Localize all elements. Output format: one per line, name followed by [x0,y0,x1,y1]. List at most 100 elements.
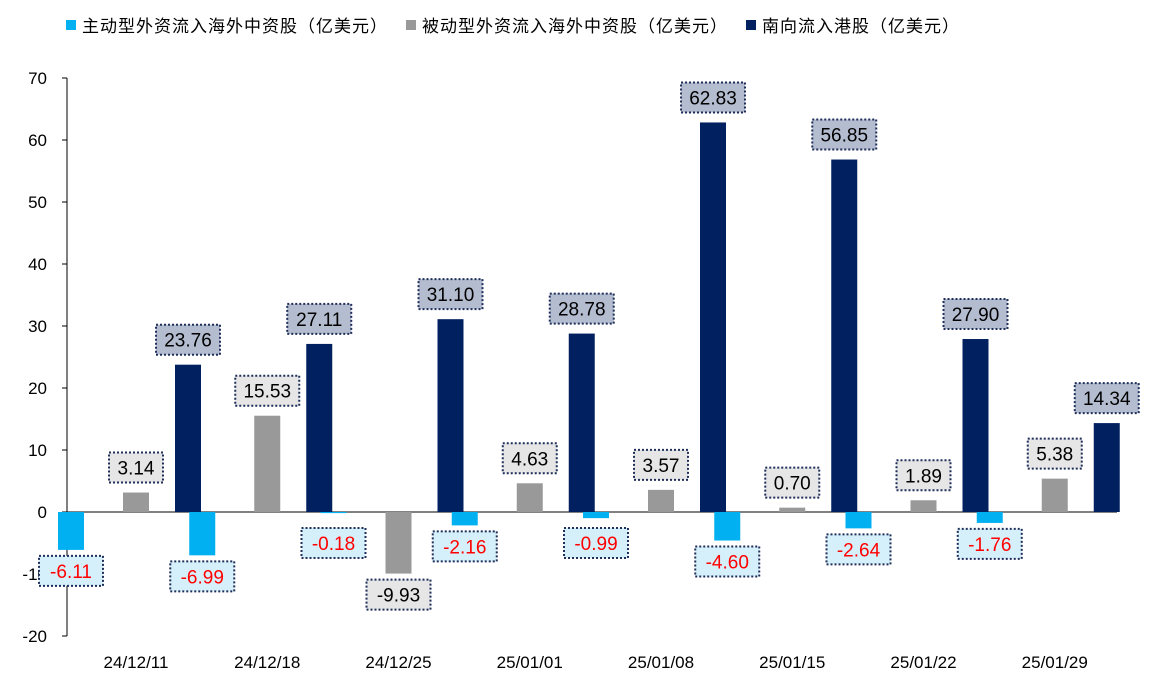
data-label-box-s0-1 [169,560,236,593]
data-label-s1-0: 3.14 [118,459,155,480]
data-label-box-s2-0 [155,323,221,356]
x-tick-label: 25/01/29 [1022,653,1088,672]
data-label-box-s2-5 [811,118,878,151]
data-label-s0-3: -2.16 [443,537,486,558]
legend-item-southbound: 南向流入港股（亿美元） [746,12,960,37]
data-label-s1-3: 4.63 [511,449,548,470]
data-label-box-s1-6 [895,459,952,492]
data-label-s1-6: 1.89 [905,466,942,487]
bar-s1-0 [123,492,149,512]
y-tick-label: 0 [38,503,47,522]
data-label-s1-4: 3.57 [643,456,680,477]
bar-s2-2 [437,319,464,512]
y-tick-label: 20 [28,379,47,398]
data-label-box-s1-2 [365,578,432,611]
data-label-s2-6: 27.90 [952,305,1000,326]
y-tick-label: 50 [28,193,47,212]
data-label-box-s0-0 [38,554,104,587]
data-label-s0-7: -1.76 [968,535,1011,556]
x-tick-label: 25/01/22 [890,653,956,672]
data-label-box-s2-2 [417,278,484,311]
data-label-box-s1-0 [108,451,164,484]
data-label-box-s0-7 [956,527,1023,560]
bar-s0-0 [58,512,84,550]
bar-s2-6 [962,339,989,512]
bar-s2-1 [306,343,333,512]
bar-s0-2 [320,512,347,514]
bar-s2-7 [1093,423,1120,512]
bar-s1-1 [254,415,281,512]
data-label-s2-4: 62.83 [689,88,737,109]
data-label-box-s1-5 [764,466,821,499]
y-tick-label: 60 [28,131,47,150]
data-label-box-s0-5 [694,545,761,578]
data-label-box-s2-1 [286,302,353,335]
data-label-box-s0-4 [563,527,629,559]
x-tick-label: 24/12/11 [104,653,169,672]
bar-s0-7 [976,512,1003,523]
y-tick-label: 10 [28,441,47,460]
data-label-s1-1: 15.53 [243,382,291,403]
bar-s1-4 [648,489,674,512]
legend-label-active: 主动型外资流入海外中资股（亿美元） [82,17,388,37]
legend-item-passive: 被动型外资流入海外中资股（亿美元） [406,12,728,37]
bar-s2-0 [175,364,201,512]
data-label-s2-3: 28.78 [558,300,606,321]
data-label-s0-1: -6.99 [181,567,224,588]
data-label-box-s2-3 [548,292,615,325]
x-tick-label: 25/01/08 [628,653,694,672]
legend-swatch-passive [406,19,416,30]
bar-s0-1 [189,512,216,556]
y-tick-label: 70 [28,69,47,88]
data-label-s2-1: 27.11 [296,310,342,331]
bar-s2-5 [831,159,858,512]
bar-s0-3 [451,512,478,526]
data-label-box-s2-4 [680,81,746,114]
data-label-box-s0-6 [825,533,892,566]
data-label-box-s1-3 [501,442,558,475]
data-label-box-s0-2 [300,527,367,559]
bar-s2-3 [568,333,595,512]
data-label-s1-2: -9.93 [377,586,420,607]
y-tick-label: 30 [28,317,47,336]
y-tick-label: -20 [22,627,47,646]
x-tick-label: 24/12/18 [234,653,300,672]
x-tick-label: 25/01/01 [497,653,563,672]
bar-s0-4 [583,512,609,519]
bar-s1-2 [385,512,412,574]
data-label-s0-4: -0.99 [574,534,617,555]
data-label-box-s2-7 [1073,382,1140,415]
data-label-s2-0: 23.76 [164,331,212,352]
bar-s1-3 [516,483,543,512]
legend-swatch-southbound [746,19,756,30]
data-label-s0-5: -4.60 [706,553,749,574]
legend-label-southbound: 南向流入港股（亿美元） [762,17,960,37]
data-label-s0-2: -0.18 [312,534,355,555]
data-label-box-s2-6 [942,298,1009,331]
chart-legend: 主动型外资流入海外中资股（亿美元） 被动型外资流入海外中资股（亿美元） 南向流入… [66,12,978,37]
data-label-s0-6: -2.64 [837,540,881,561]
y-tick-label: 40 [28,255,47,274]
legend-item-active: 主动型外资流入海外中资股（亿美元） [66,12,388,37]
data-label-s1-5: 0.70 [774,474,811,495]
bar-s1-6 [910,500,937,512]
legend-swatch-active [66,19,76,30]
data-label-box-s1-4 [633,448,689,481]
bar-s1-7 [1041,478,1068,512]
data-label-s1-7: 5.38 [1036,445,1073,466]
x-tick-label: 25/01/15 [759,653,825,672]
bar-s0-6 [845,512,872,529]
data-label-box-s1-7 [1026,437,1083,470]
legend-label-passive: 被动型外资流入海外中资股（亿美元） [422,17,728,37]
data-label-box-s1-1 [234,374,301,407]
bar-s1-5 [779,507,806,512]
data-label-s0-0: -6.11 [50,562,92,583]
data-label-box-s0-3 [431,530,498,563]
x-tick-label: 24/12/25 [365,653,431,672]
bar-s0-5 [714,512,741,541]
bar-s2-4 [700,122,726,512]
data-label-s2-2: 31.10 [427,285,475,306]
data-label-s2-7: 14.34 [1083,389,1131,410]
